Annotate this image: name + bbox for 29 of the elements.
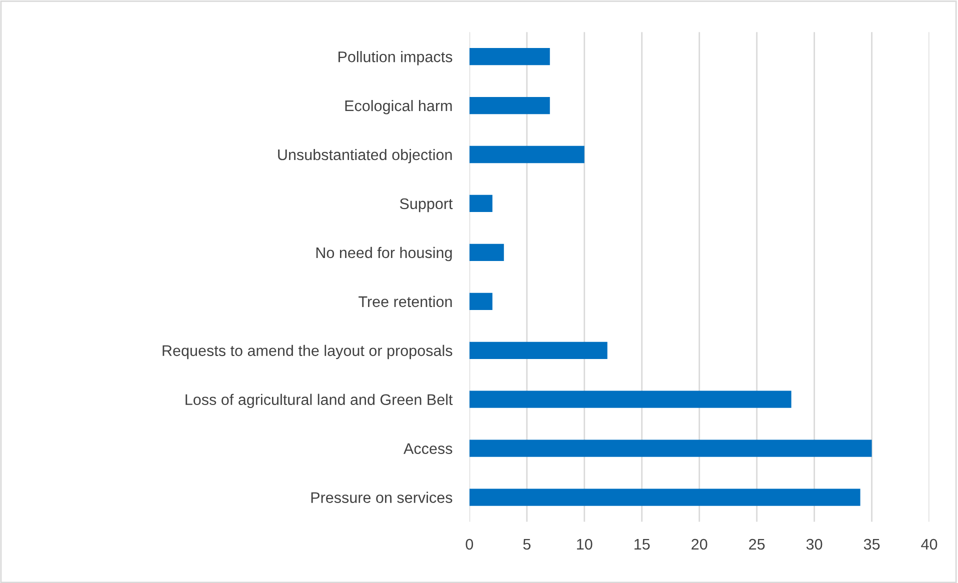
x-tick-label: 5 — [523, 539, 531, 550]
bar — [469, 390, 792, 408]
bar — [469, 440, 872, 457]
x-tick-label: 40 — [921, 538, 938, 550]
bar — [469, 342, 608, 359]
bar — [469, 292, 492, 310]
y-tick-label: Requests to amend the layout or proposals — [162, 344, 452, 360]
x-tick-label: 25 — [749, 538, 765, 550]
x-tick-label: 15 — [634, 539, 650, 550]
x-tick-label: 20 — [692, 538, 708, 550]
y-tick-label: Ecological harm — [345, 100, 452, 114]
y-tick-label: Pressure on services — [311, 492, 452, 503]
x-tick-label: 30 — [806, 538, 822, 550]
x-tick-label: 35 — [864, 538, 880, 550]
y-tick-label: No need for housing — [316, 246, 452, 262]
y-tick-label: Tree retention — [358, 296, 452, 308]
x-tick-label: 10 — [577, 538, 592, 550]
x-tick-label: 0 — [466, 538, 474, 550]
y-tick-label: Access — [404, 443, 452, 454]
bar — [469, 244, 504, 262]
bar — [469, 488, 860, 506]
y-tick-label: Pollution impacts — [338, 51, 452, 66]
y-tick-label: Unsubstantiated objection — [278, 148, 452, 164]
y-tick-label: Loss of agricultural land and Green Belt — [186, 394, 453, 408]
bar — [469, 146, 584, 164]
bar — [469, 96, 550, 114]
y-tick-label: Support — [400, 198, 453, 212]
bar — [469, 194, 492, 212]
bar — [469, 48, 550, 66]
